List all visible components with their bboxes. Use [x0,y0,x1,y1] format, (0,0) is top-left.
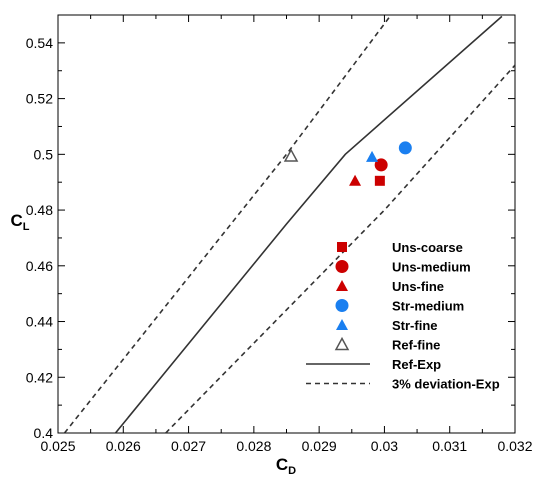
y-tick-label: 0.4 [34,425,54,441]
x-axis-title: CD [276,455,296,477]
deviation-line [165,64,515,433]
x-tick-label: 0.03 [371,438,398,454]
legend-label: Str-fine [392,318,438,333]
ticks: 0.025 0.026 0.027 0.028 0.029 0.03 0.031 0.032 0… [26,15,533,454]
legend-marker [336,280,348,291]
y-tick-label: 0.5 [34,146,54,162]
x-tick-label: 0.026 [106,438,141,454]
legend: Uns-coarse Uns-medium Uns-fine Str-medium St… [306,240,500,392]
data-point [374,175,385,186]
x-tick-label: 0.028 [236,438,271,454]
y-tick-label: 0.54 [26,35,53,51]
data-point [349,174,362,186]
legend-label: Ref-Exp [392,357,441,372]
ref-exp-line [114,15,503,433]
x-tick-label: 0.027 [171,438,206,454]
legend-label: 3% deviation-Exp [392,377,500,392]
legend-marker [335,260,349,273]
deviation-line [63,15,392,433]
legend-label: Ref-fine [392,338,440,353]
legend-label: Uns-fine [392,279,444,294]
legend-marker [337,242,347,252]
legend-label: Uns-coarse [392,240,463,255]
legend-marker [336,319,348,330]
y-tick-label: 0.42 [26,369,53,385]
x-tick-label: 0.029 [302,438,337,454]
legend-label: Str-medium [392,299,464,314]
x-tick-label: 0.032 [497,438,532,454]
y-tick-label: 0.52 [26,91,53,107]
y-tick-label: 0.44 [26,314,53,330]
y-axis-title: CL [10,211,29,233]
x-tick-label: 0.031 [432,438,467,454]
legend-label: Uns-medium [392,260,471,275]
x-tick-label: 0.025 [40,438,75,454]
legend-marker [334,336,350,351]
y-tick-label: 0.46 [26,258,53,274]
data-points [283,141,412,186]
series-lines [63,15,515,433]
data-point [398,141,412,155]
legend-marker [335,299,349,312]
data-point [366,150,379,162]
y-tick-label: 0.48 [26,202,53,218]
data-point [283,148,299,162]
